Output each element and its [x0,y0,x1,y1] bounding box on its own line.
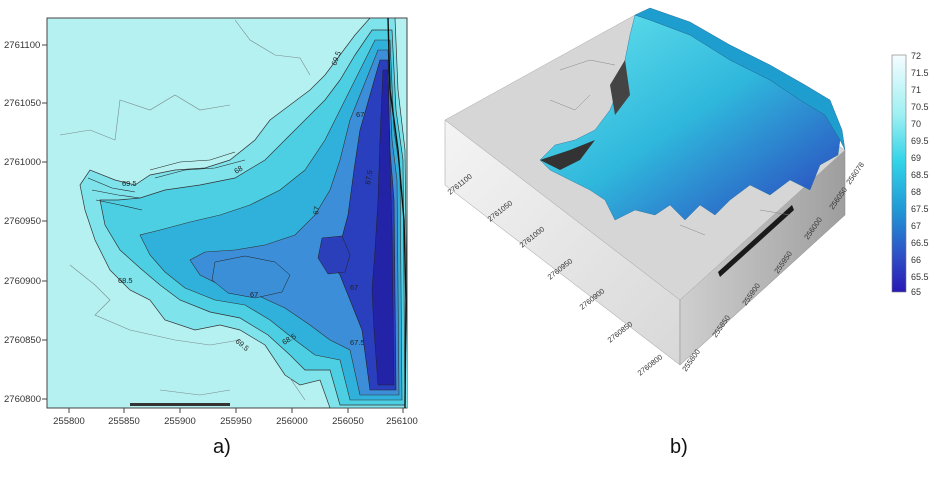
contour-lines-northwest [87,151,246,211]
x-tick-label: 256050 [332,416,364,427]
left-axis-tick-label: 2760800 [636,353,665,378]
colorbar-tick-label: 66.5 [911,238,929,248]
y-tick-label: 2761050 [4,98,41,109]
colorbar-tick-label: 67.5 [911,204,929,214]
colorbar-tick-label: 67 [911,221,921,231]
left-axis-tick-label: 2760850 [606,320,635,345]
colorbar-tick-label: 66 [911,255,921,265]
block-front-slot [718,205,794,277]
y-tick-label: 2760800 [4,394,41,405]
contour-fill-group [59,18,407,408]
colorbar-tick-label: 70 [911,119,921,129]
basin-deeper-zone [189,49,400,396]
colorbar-tick-label: 65.5 [911,272,929,282]
x-tick-label: 256100 [386,416,418,427]
x-tick-label: 255900 [164,416,196,427]
caption-a: a) [213,436,231,458]
contour-label: 67 [350,283,358,292]
contour-label: 67 [311,206,321,216]
colorbar-tick-label: 69 [911,153,921,163]
y-tick-label: 2761000 [4,157,41,168]
x-tick-label: 256000 [276,416,308,427]
basin-trench-zone [371,69,395,386]
front-axis-tick-label: 256078 [844,160,866,186]
colorbar: 72 71.5 71 70.5 70 69.5 69 68.5 68 67.5 … [891,51,929,297]
contour-map-svg: 69.5 69.5 68 68.5 67 67 67 67 67.5 67.5 … [4,17,418,427]
basin-central-pocket [211,255,291,299]
contour-labels: 69.5 69.5 68 68.5 67 67 67 67 67.5 67.5 … [118,50,375,353]
top-outline-contour [549,59,791,236]
contour-label: 68 [233,164,245,176]
ravine-shadow-west [540,140,595,170]
y-tick-label: 2761100 [4,40,40,51]
ravine-shadow-north [610,60,630,115]
x-tick-label: 255950 [220,416,252,427]
colorbar-tick-label: 71 [911,85,921,95]
x-tick-label: 255850 [108,416,140,427]
contour-label: 67 [356,110,364,119]
colorbar-tick-label: 68 [911,187,921,197]
contour-label: 68.5 [118,276,133,285]
east-shoreline [387,18,407,408]
colorbar-tick-label: 72 [911,51,921,61]
x-tick-label: 255800 [53,416,85,427]
colorbar-tick-label: 68.5 [911,170,929,180]
rear-cliff [634,7,846,151]
contour-map-panel: 69.5 69.5 68 68.5 67 67 67 67 67.5 67.5 … [0,0,430,477]
basin-east-pocket [317,235,351,275]
contour-lines-outer [59,19,311,401]
bottom-edge-strip [130,403,230,406]
x-axis: 255800 255850 255900 255950 256000 25605… [53,408,418,427]
contour-label: 67.5 [350,338,365,347]
y-tick-label: 2760850 [4,335,41,346]
contour-label: 67 [250,290,258,299]
colorbar-tick-label: 69.5 [911,136,929,146]
contour-label: 67.5 [363,169,374,185]
y-tick-label: 2760950 [4,216,41,227]
colorbar-tick-label: 71.5 [911,68,929,78]
caption-b: b) [670,436,688,458]
y-tick-label: 2760900 [4,276,41,287]
colorbar-tick-label: 70.5 [911,102,929,112]
surface-3d-svg: 2761100 2761050 2761000 2760950 2760900 … [444,7,929,378]
colorbar-tick-label: 65 [911,287,921,297]
surface-3d-panel: 2761100 2761050 2761000 2760950 2760900 … [430,0,935,477]
y-axis: 2761100 2761050 2761000 2760950 2760900 … [4,40,47,405]
contour-label: 69.5 [122,179,137,188]
colorbar-scale [891,54,907,293]
